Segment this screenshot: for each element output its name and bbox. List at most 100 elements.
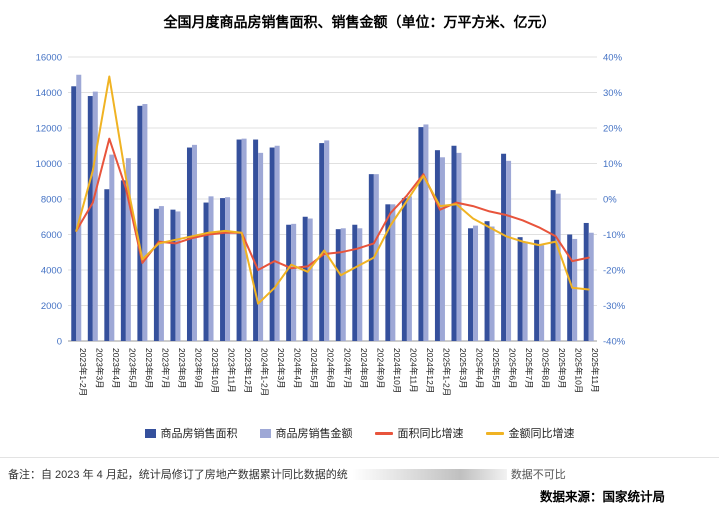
sales-area-bar	[451, 145, 457, 341]
x-axis-label: 2025年3月	[458, 348, 468, 389]
x-axis-label: 2023年9月	[193, 348, 203, 389]
sales-amount-bar	[539, 245, 545, 341]
x-axis-label: 2025年7月	[524, 348, 534, 389]
legend-swatch-area-growth-line	[374, 431, 393, 435]
x-axis-label: 2023年7月	[160, 348, 170, 389]
x-axis-label: 2024年7月	[342, 348, 352, 389]
x-axis-label: 2024年4月	[293, 348, 303, 389]
sales-amount-bar	[373, 174, 379, 341]
legend-label: 金额同比增速	[508, 428, 575, 440]
x-axis-label: 2023年6月	[144, 348, 154, 389]
sales-amount-bar	[324, 140, 330, 341]
sales-amount-bar	[142, 104, 148, 341]
sales-area-bar	[501, 153, 507, 341]
x-axis-label: 2024年9月	[375, 348, 385, 389]
sales-area-bar	[352, 224, 358, 341]
sales-area-bar	[203, 202, 209, 341]
sales-area-bar	[335, 229, 341, 341]
sales-amount-bar	[456, 152, 462, 341]
x-axis-label: 2023年4月	[111, 348, 121, 389]
x-axis-label: 2025年8月	[541, 348, 551, 389]
sales-chart-plot: 16000 40% 14000 30% 12000 20% 10000 10% 8000 0% 60…	[36, 53, 626, 397]
right-axis-tick-label: 30%	[603, 88, 623, 99]
sales-amount-bar	[390, 204, 396, 341]
right-axis-tick-label: 0%	[603, 195, 617, 206]
sales-amount-bar	[473, 225, 479, 342]
legend-swatch-sales-area-bar	[144, 428, 156, 438]
x-axis-label: 2024年11月	[408, 348, 418, 393]
sales-area-bar	[534, 239, 540, 341]
sales-amount-bar	[76, 74, 82, 341]
x-axis-label: 2025年4月	[475, 348, 485, 389]
sales-amount-bar	[158, 206, 164, 341]
divider-line	[0, 457, 719, 458]
sales-amount-bar	[406, 196, 412, 341]
sales-amount-bar	[125, 158, 131, 341]
legend-item-sales-amount-bar: 商品房销售金额	[259, 425, 353, 441]
sales-amount-bar	[208, 196, 214, 341]
right-axis-tick-label: -20%	[603, 266, 626, 277]
sales-area-bar	[236, 139, 242, 341]
left-axis-tick-label: 0	[57, 337, 62, 348]
sales-amount-bar	[555, 193, 561, 341]
sales-area-bar	[253, 139, 259, 341]
sales-area-bar	[186, 147, 192, 341]
sales-area-bar	[170, 209, 176, 341]
sales-amount-bar	[489, 226, 495, 341]
x-axis-label: 2025年10月	[574, 348, 584, 393]
sales-amount-bar	[109, 154, 115, 342]
sales-amount-bar	[307, 218, 313, 341]
left-axis-tick-label: 4000	[41, 266, 62, 277]
sales-amount-bar	[175, 211, 181, 341]
sales-area-bar	[104, 189, 110, 341]
sales-amount-bar	[522, 241, 528, 341]
sales-area-bar	[517, 237, 523, 341]
legend-label: 商品房销售面积	[160, 428, 238, 440]
x-axis-label: 2023年5月	[127, 348, 137, 389]
legend-label: 商品房销售金额	[275, 428, 353, 440]
right-axis-tick-label: -10%	[603, 230, 626, 241]
sales-area-bar	[269, 147, 275, 341]
left-axis-tick-label: 8000	[41, 195, 62, 206]
legend-item-sales-area-bar: 商品房销售面积	[144, 425, 238, 441]
sales-amount-bar	[291, 223, 297, 341]
data-source: 数据来源：国家统计局	[539, 490, 665, 504]
sales-amount-bar	[274, 145, 280, 341]
x-axis-label: 2023年10月	[210, 348, 220, 393]
x-axis-label: 2023年11月	[227, 348, 237, 393]
x-axis-label: 2023年12月	[243, 348, 253, 393]
left-axis-tick-label: 2000	[41, 301, 62, 312]
x-axis-label: 2024年10月	[392, 348, 402, 393]
left-axis-tick-label: 6000	[41, 230, 62, 241]
footnote-text-left: 备注：自 2023 年 4 月起，统计局修订了房地产数据累计同比数据的统	[8, 469, 348, 481]
x-axis-label: 2024年6月	[326, 348, 336, 389]
x-axis-label: 2024年8月	[359, 348, 369, 389]
left-axis-tick-label: 12000	[36, 124, 62, 135]
x-axis-label: 2024年12月	[425, 348, 435, 393]
left-axis-tick-label: 10000	[36, 159, 62, 170]
sales-area-bar	[137, 105, 143, 341]
sales-amount-bar	[225, 197, 231, 341]
x-axis-label: 2025年9月	[557, 348, 567, 389]
x-axis-label: 2024年5月	[309, 348, 319, 389]
sales-area-bar	[302, 216, 308, 341]
sales-amount-bar	[439, 157, 445, 341]
sales-amount-bar	[191, 144, 197, 341]
footnote: 备注：自 2023 年 4 月起，统计局修订了房地产数据累计同比数据的统 数据不…	[8, 466, 711, 482]
footnote-text-right: 数据不可比	[510, 469, 566, 481]
x-axis-label: 2025年6月	[508, 348, 518, 389]
legend-label: 面积同比增速	[397, 428, 464, 440]
sales-area-bar	[550, 190, 556, 342]
right-axis-tick-label: -30%	[603, 301, 626, 312]
sales-area-bar	[583, 222, 589, 341]
sales-amount-bar	[423, 124, 429, 341]
x-axis-label: 2024年1-2月	[260, 348, 270, 396]
x-axis-label: 2025年11月	[590, 348, 600, 393]
sales-area-bar	[385, 204, 391, 341]
x-axis-label: 2023年1-2月	[78, 348, 88, 396]
x-axis-label: 2023年8月	[177, 348, 187, 389]
right-axis-tick-label: -40%	[603, 337, 626, 348]
amount-growth-line	[75, 75, 590, 305]
x-axis-label: 2024年3月	[276, 348, 286, 389]
